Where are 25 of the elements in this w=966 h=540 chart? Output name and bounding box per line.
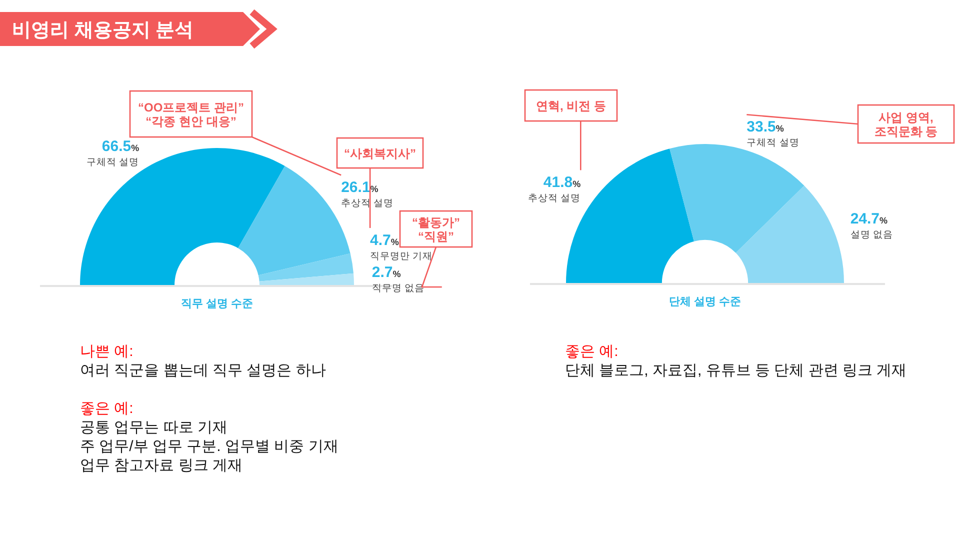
chart-title: 비영리 채용공지 분석 (12, 20, 194, 41)
text: 좋은 예: 공통 업무는 따로 기재 주 업무/부 업무 구분. 업무별 비중 기재 업무 참고자료 링크 게재 (80, 400, 338, 474)
data-label: 4.7% (370, 232, 399, 249)
data-label: 33.5% (746, 118, 784, 136)
data-label: 2.7% (372, 264, 401, 281)
text: 단체 설명 수준 (668, 296, 742, 308)
text: “사회복지사” (344, 146, 416, 160)
data-label: 41.8% (543, 174, 581, 192)
text: “OO프로젝트 관리” “각종 현안 대응” (138, 100, 244, 128)
slice-label: 직무명만 기재 (370, 251, 433, 262)
slice-label: 구체적 설명 (746, 138, 800, 149)
text: 연혁, 비전 등 (536, 99, 606, 113)
data-label: 66.5% (102, 138, 140, 155)
text: 사업 영역, 조직문화 등 (874, 110, 938, 138)
slice-label: 구체적 설명 (86, 156, 140, 168)
data-label: 24.7% (850, 210, 888, 228)
slice-label: 설명 없음 (850, 230, 893, 241)
slice-label: 추상적 설명 (341, 198, 394, 210)
slice-label: 추상적 설명 (528, 193, 581, 204)
text: 좋은 예: 단체 블로그, 자료집, 유튜브 등 단체 관련 링크 게재 (565, 343, 907, 379)
text: “활동가” “직원” (412, 216, 460, 244)
data-label: 26.1% (341, 179, 378, 196)
text: 나쁜 예: 여러 직군을 뽑는데 직무 설명은 하나 (80, 343, 326, 379)
text: 직무 설명 수준 (180, 298, 254, 310)
slice-label: 직무명 없음 (372, 283, 424, 294)
